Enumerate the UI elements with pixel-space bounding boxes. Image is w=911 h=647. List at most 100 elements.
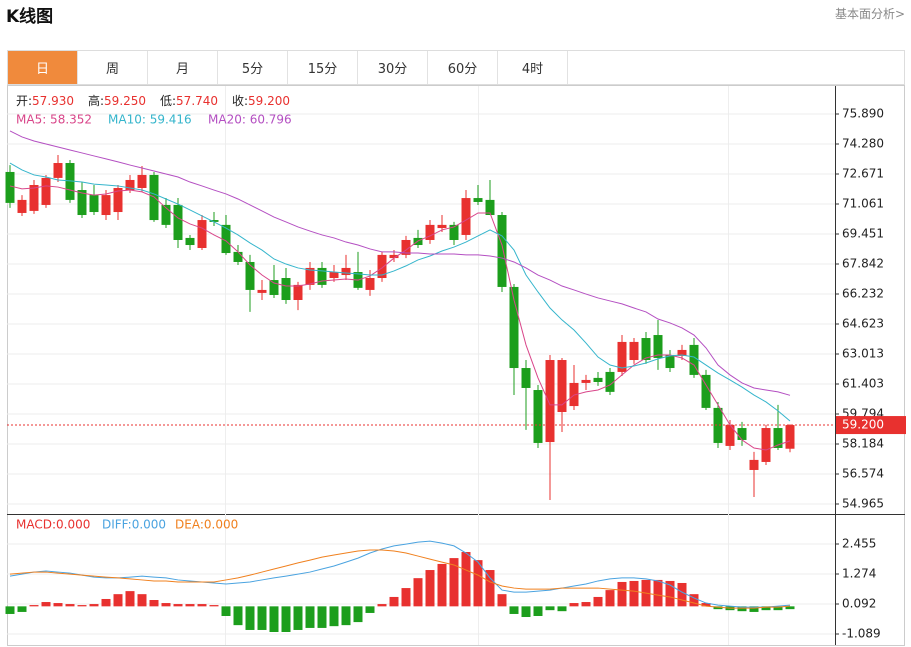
candle-body	[65, 163, 75, 200]
y-tick-label: 72.671	[842, 166, 884, 180]
candle-body	[101, 195, 111, 216]
candle-body	[785, 425, 795, 449]
macd-bar	[617, 581, 627, 607]
candle-body	[425, 224, 435, 240]
period-tab[interactable]: 日	[8, 51, 78, 84]
macd-bar	[317, 606, 327, 628]
macd-bar	[473, 560, 483, 607]
macd-bar	[173, 604, 183, 607]
period-tab[interactable]: 5分	[218, 51, 288, 84]
macd-bar	[89, 604, 99, 607]
candle-body	[449, 224, 459, 240]
candle-body	[125, 179, 135, 191]
y-tick-label: 54.965	[842, 496, 884, 510]
macd-bar	[653, 579, 663, 607]
macd-bar	[785, 606, 795, 610]
ma-line	[9, 162, 791, 422]
legend-entry: MA20: 60.796	[208, 113, 292, 127]
ohlc-info-label: 低:	[160, 94, 176, 108]
candle-body	[569, 382, 579, 407]
period-tab[interactable]: 周	[78, 51, 148, 84]
candle-body	[533, 390, 543, 443]
candle-body	[581, 379, 591, 383]
macd-bar	[689, 594, 699, 607]
candle-body	[653, 335, 663, 358]
macd-bar	[437, 563, 447, 607]
period-tab[interactable]: 60分	[428, 51, 498, 84]
candle-body	[77, 190, 87, 216]
ma-line	[9, 185, 791, 451]
y-tick-label: 66.232	[842, 286, 884, 300]
ohlc-info-value: 59.200	[248, 94, 290, 108]
macd-bar	[701, 603, 711, 607]
macd-bar	[197, 604, 207, 607]
y-tick-label: 1.274	[842, 566, 876, 580]
last-price-box	[836, 416, 906, 435]
candle-body	[593, 377, 603, 383]
candle-body	[389, 254, 399, 259]
macd-line	[9, 549, 791, 609]
macd-bar	[149, 599, 159, 607]
candle-body	[137, 174, 147, 188]
candle-body	[761, 428, 771, 462]
macd-bar	[305, 606, 315, 628]
y-tick-label: 2.455	[842, 537, 876, 551]
ohlc-info-label: 开:	[16, 94, 32, 108]
candle-body	[17, 199, 27, 213]
candle-body	[53, 163, 63, 178]
macd-bar	[53, 603, 63, 607]
ohlc-info: 低:57.740	[160, 94, 218, 108]
macd-bar	[449, 558, 459, 607]
macd-bar	[329, 606, 339, 627]
candle-body	[629, 341, 639, 361]
candle-body	[281, 278, 291, 300]
ohlc-info-value: 57.740	[176, 94, 218, 108]
macd-bar	[365, 606, 375, 613]
period-tab[interactable]: 月	[148, 51, 218, 84]
candle-body	[209, 220, 219, 222]
macd-bar	[221, 606, 231, 616]
macd-bar	[137, 594, 147, 607]
page-title: K线图	[6, 7, 54, 27]
candle-body	[365, 278, 375, 290]
macd-bar	[113, 594, 123, 607]
macd-bar	[557, 606, 567, 612]
macd-bar	[749, 606, 759, 612]
candle-body	[725, 424, 735, 446]
ohlc-info-value: 59.250	[104, 94, 146, 108]
macd-bar	[521, 606, 531, 618]
candle-body	[305, 267, 315, 285]
legend-entry: DIFF:0.000	[102, 518, 166, 532]
candle-body	[617, 341, 627, 372]
candle-body	[341, 267, 351, 276]
candle-body	[749, 459, 759, 470]
ohlc-info-value: 57.930	[32, 94, 74, 108]
period-tab[interactable]: 15分	[288, 51, 358, 84]
candle-body	[677, 349, 687, 356]
ohlc-info-label: 高:	[88, 93, 104, 108]
last-price-label: 59.200	[842, 418, 884, 432]
candle-body	[197, 220, 207, 249]
macd-bar	[185, 604, 195, 607]
macd-bar	[269, 606, 279, 632]
y-tick-label: -1.089	[842, 627, 881, 641]
ohlc-info-label: 收:	[232, 94, 248, 108]
candle-body	[665, 354, 675, 369]
candle-body	[605, 371, 615, 392]
macd-bar	[161, 603, 171, 607]
candle-body	[437, 224, 447, 229]
period-tab[interactable]: 4时	[498, 51, 568, 84]
macd-bar	[377, 604, 387, 607]
macd-bar	[125, 591, 135, 607]
macd-bar	[773, 606, 783, 611]
legend-entry: MA10: 59.416	[108, 113, 192, 127]
macd-bar	[245, 606, 255, 630]
period-tab[interactable]: 30分	[358, 51, 428, 84]
macd-bar	[401, 588, 411, 607]
ohlc-info: 开:57.930	[16, 94, 74, 108]
y-tick-label: 64.623	[842, 316, 884, 330]
fundamental-link[interactable]: 基本面分析>	[834, 7, 905, 21]
macd-bar	[509, 606, 519, 614]
macd-bar	[389, 596, 399, 607]
candle-body	[221, 224, 231, 254]
